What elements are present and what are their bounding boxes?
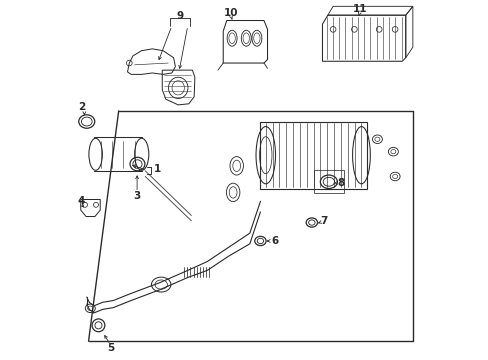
Text: 2: 2 bbox=[78, 102, 85, 112]
Text: 5: 5 bbox=[107, 343, 114, 354]
Bar bbox=[260, 122, 366, 189]
Text: 10: 10 bbox=[224, 8, 238, 18]
Text: 8: 8 bbox=[337, 178, 344, 188]
Text: 9: 9 bbox=[176, 11, 183, 21]
Text: 11: 11 bbox=[352, 4, 366, 14]
Text: 7: 7 bbox=[320, 216, 327, 226]
Text: 1: 1 bbox=[154, 164, 161, 174]
Text: 6: 6 bbox=[271, 236, 278, 246]
Text: 4: 4 bbox=[77, 195, 84, 206]
Text: 3: 3 bbox=[133, 191, 141, 201]
Bar bbox=[313, 170, 343, 193]
